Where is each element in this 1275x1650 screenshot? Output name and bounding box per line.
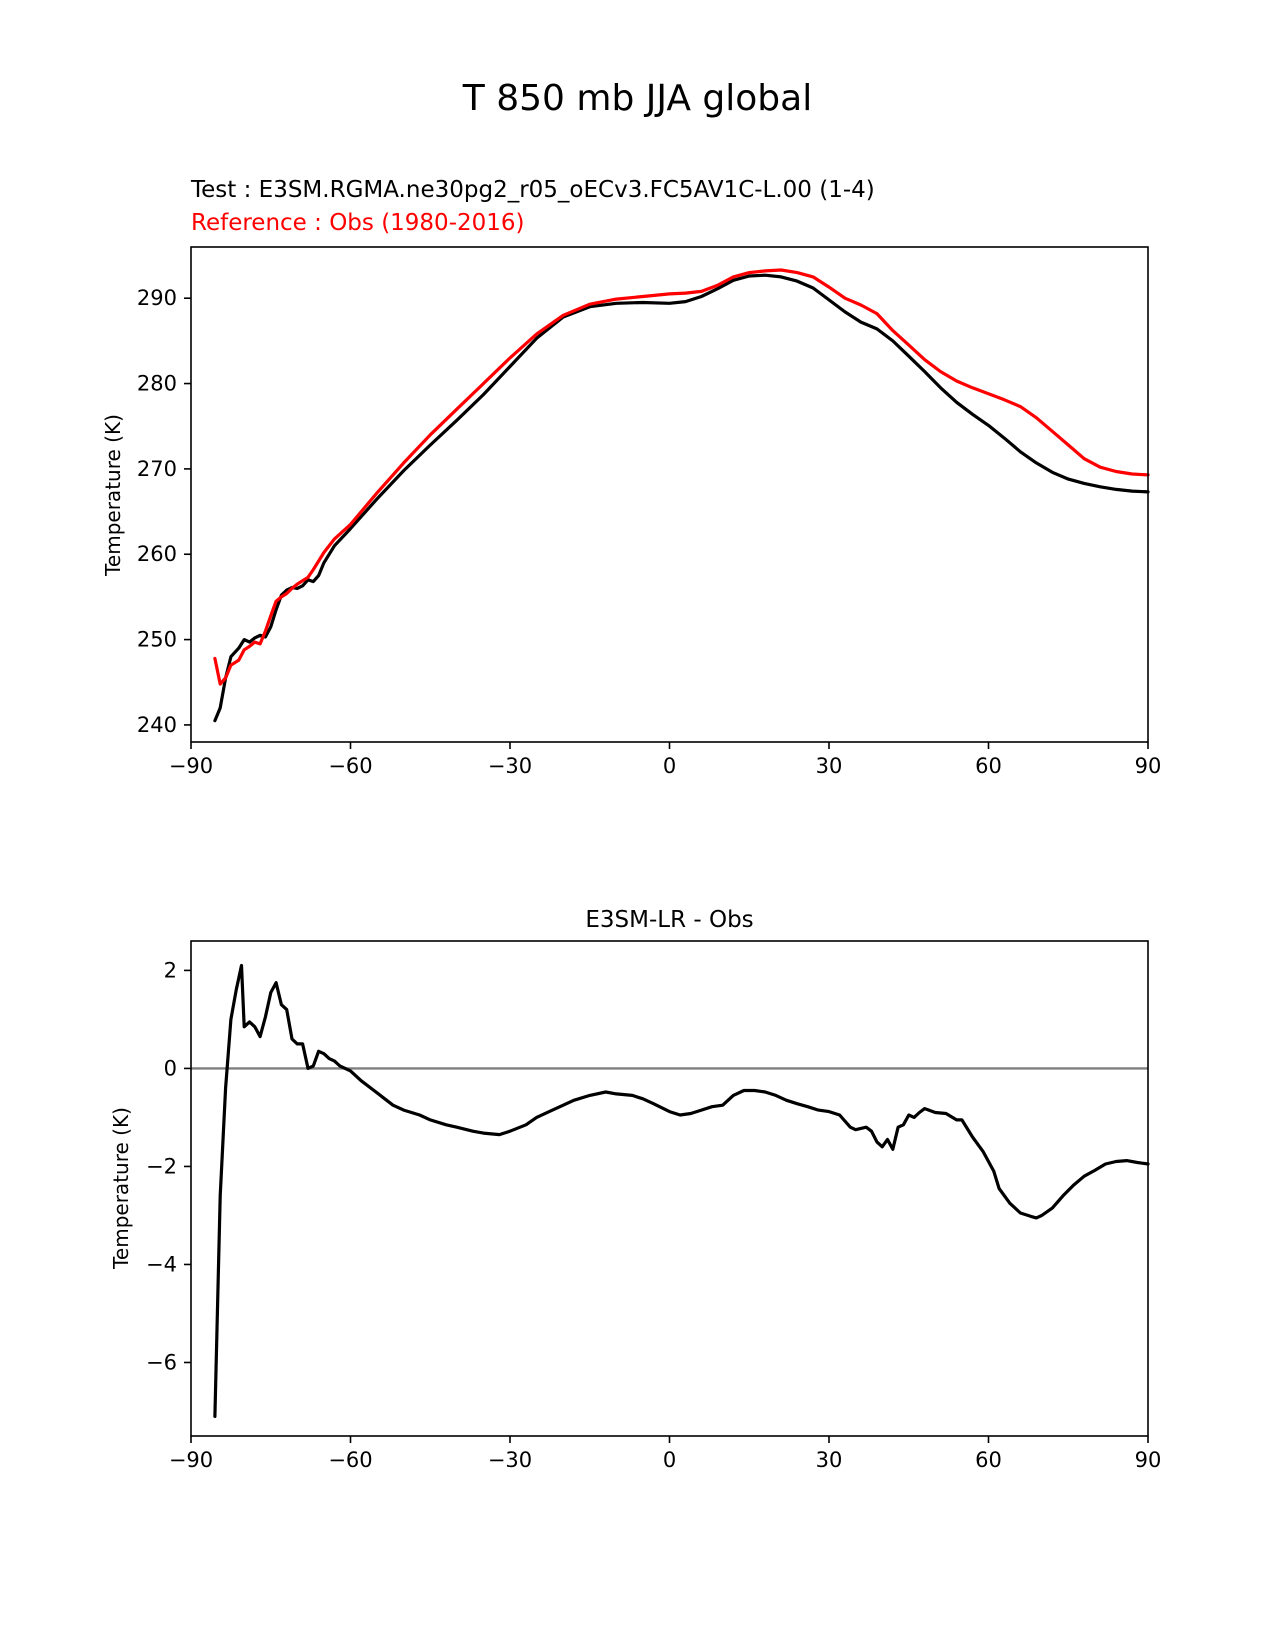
top-panel-plot: −90 −60 −30 0 30 60 90 240 250 260 270 280 290 Tempe… <box>101 246 1161 778</box>
top-y-tick-label: 260 <box>137 542 177 566</box>
bottom-x-tick-label: 60 <box>975 1448 1002 1472</box>
top-x-tick-label: 0 <box>663 754 676 778</box>
bottom-y-tick-label: −2 <box>146 1154 177 1178</box>
top-panel-series <box>213 268 1150 723</box>
reference-label: Reference : Obs (1980-2016) <box>191 210 525 236</box>
bottom-y-tick-label: −4 <box>146 1252 177 1276</box>
top-x-tick-label: 90 <box>1135 754 1162 778</box>
top-panel-series-test <box>213 273 1150 723</box>
top-x-tick-label: −60 <box>328 754 372 778</box>
bottom-y-tick-label: 2 <box>164 958 177 982</box>
bottom-x-tick-label: 90 <box>1135 1448 1162 1472</box>
bottom-panel-ticks: −90 −60 −30 0 30 60 90 −6 −4 −2 0 2 <box>146 958 1161 1472</box>
top-y-tick-label: 280 <box>137 372 177 396</box>
bottom-x-tick-label: 30 <box>816 1448 843 1472</box>
top-x-tick-label: 30 <box>816 754 843 778</box>
top-y-tick-label: 240 <box>137 713 177 737</box>
test-label: Test : E3SM.RGMA.ne30pg2_r05_oECv3.FC5AV… <box>190 177 875 203</box>
bottom-x-tick-label: −90 <box>169 1448 213 1472</box>
top-x-tick-label: −30 <box>488 754 532 778</box>
top-panel-ylabel: Temperature (K) <box>101 414 125 577</box>
bottom-panel-series <box>213 963 1150 1419</box>
bottom-panel-title: E3SM-LR - Obs <box>585 907 753 933</box>
bottom-y-tick-label: 0 <box>164 1056 177 1080</box>
top-panel-series-obs <box>213 268 1150 686</box>
bottom-x-tick-label: −30 <box>488 1448 532 1472</box>
top-x-tick-label: 60 <box>975 754 1002 778</box>
bottom-y-tick-label: −6 <box>146 1350 177 1374</box>
figure-title: T 850 mb JJA global <box>462 78 812 119</box>
bottom-x-tick-label: 0 <box>663 1448 676 1472</box>
bottom-x-tick-label: −60 <box>328 1448 372 1472</box>
top-x-tick-label: −90 <box>169 754 213 778</box>
top-y-tick-label: 290 <box>137 286 177 310</box>
bottom-panel-ylabel: Temperature (K) <box>109 1107 133 1270</box>
top-y-tick-label: 270 <box>137 457 177 481</box>
bottom-panel-series-e3sm-lr-obs <box>213 963 1150 1419</box>
top-y-tick-label: 250 <box>137 628 177 652</box>
bottom-panel-plot: E3SM-LR - Obs −90 −60 −30 0 30 60 90 −6 −4 −2 0 2 T… <box>109 907 1161 1472</box>
top-panel-ticks: −90 −60 −30 0 30 60 90 240 250 260 270 280 290 <box>137 286 1161 778</box>
